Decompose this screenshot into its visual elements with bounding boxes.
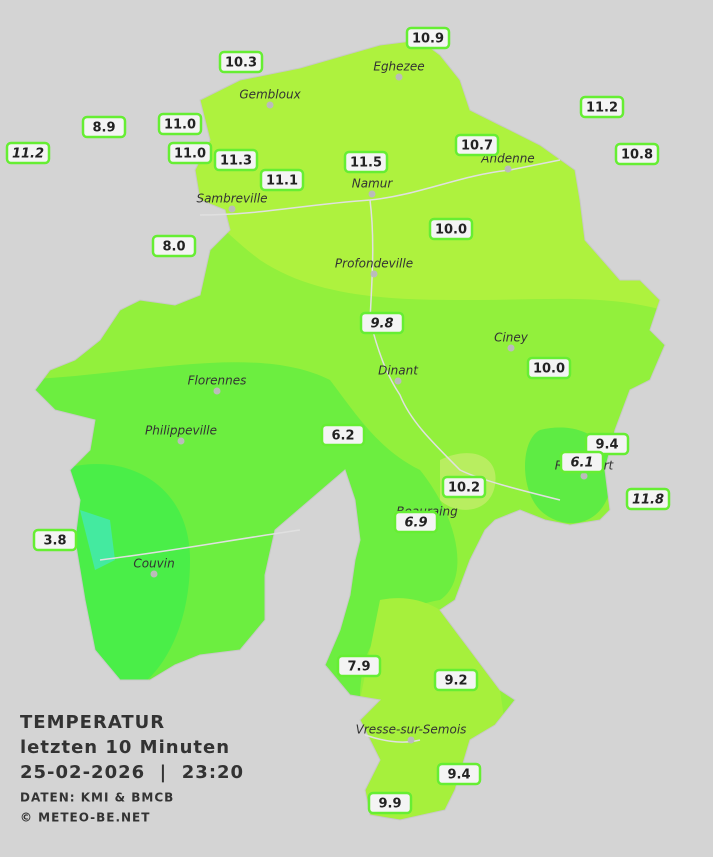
town-dot [150,570,158,578]
reading-box [218,50,264,74]
town-label: Ciney [494,331,529,345]
town-label: Namur [352,177,394,191]
reading-box [320,423,366,447]
legend-source: DATEN: KMI & BMCB [20,791,174,805]
town-dot [507,344,515,352]
reading-box [81,115,127,139]
town-label: Sambreville [196,192,267,206]
reading-value: 11.0 [164,118,196,133]
town-dot [213,387,221,395]
town-dot [504,165,512,173]
reading-value: 11.5 [350,156,382,171]
town-label: Gembloux [239,88,301,102]
reading-value: 6.2 [331,429,354,444]
reading-value: 10.2 [448,481,480,496]
reading-box [151,234,197,258]
reading-value: 3.8 [43,534,66,549]
reading-value: 11.2 [586,101,618,116]
reading-box [441,475,487,499]
reading-value: 6.9 [404,516,427,531]
reading-box [428,217,474,241]
reading-value: 10.0 [435,223,467,238]
reading-box [157,112,203,136]
reading-box [614,142,660,166]
reading-box [559,450,605,474]
reading-value: 9.8 [370,317,393,332]
reading-box [343,150,389,174]
reading-box [436,762,482,786]
reading-box [336,654,382,678]
town-dot [368,190,376,198]
reading-box [359,311,405,335]
reading-value: 11.1 [266,174,298,189]
reading-value: 10.7 [461,139,493,154]
legend: TEMPERATUR letzten 10 Minuten 25-02-2026… [20,712,244,825]
legend-copyright: © METEO-BE.NET [20,811,150,825]
reading-value: 9.9 [378,797,401,812]
town-label: Florennes [188,374,247,388]
reading-box [32,528,78,552]
legend-timestamp: 25-02-2026 | 23:20 [20,762,244,783]
reading-box [213,148,259,172]
readings: 10.9 10.3 8.9 11.0 11.2 11.0 11.3 11.1 11.5 10.7 1… [5,26,671,815]
reading-box [584,432,630,456]
reading-box [367,791,413,815]
town-dot [370,270,378,278]
reading-value: 11.0 [174,147,206,162]
reading-value: 6.1 [570,456,593,471]
town-label: Profondeville [335,257,413,271]
town-dot [177,437,185,445]
reading-box [167,141,213,165]
legend-title: TEMPERATUR [20,712,165,733]
reading-box [5,141,51,165]
town-dot [407,736,415,744]
reading-value: 8.9 [92,121,115,136]
reading-box [259,168,305,192]
town-label: Vresse-sur-Semois [356,723,467,737]
reading-value: 10.9 [412,32,444,47]
reading-value: 9.2 [444,674,467,689]
town-label: Dinant [378,364,419,378]
reading-value: 7.9 [347,660,370,675]
town-dot [580,472,588,480]
town-dot [394,377,402,385]
town-dot [395,73,403,81]
town-dot [228,205,236,213]
reading-box [393,510,439,534]
reading-value: 11.8 [632,493,664,508]
reading-value: 11.2 [12,147,44,162]
reading-box [526,356,572,380]
reading-box [625,487,671,511]
legend-period: letzten 10 Minuten [20,737,230,758]
reading-value: 8.0 [162,240,185,255]
reading-box [405,26,451,50]
town-label: Philippeville [145,424,217,438]
reading-value: 10.3 [225,56,257,71]
reading-value: 11.3 [220,154,252,169]
reading-box [454,133,500,157]
reading-value: 9.4 [447,768,470,783]
reading-value: 10.0 [533,362,565,377]
reading-box [579,95,625,119]
reading-box [433,668,479,692]
town-label: Eghezee [373,60,424,74]
reading-value: 10.8 [621,148,653,163]
reading-value: 9.4 [595,438,618,453]
town-dot [266,101,274,109]
town-label: Couvin [133,557,174,571]
